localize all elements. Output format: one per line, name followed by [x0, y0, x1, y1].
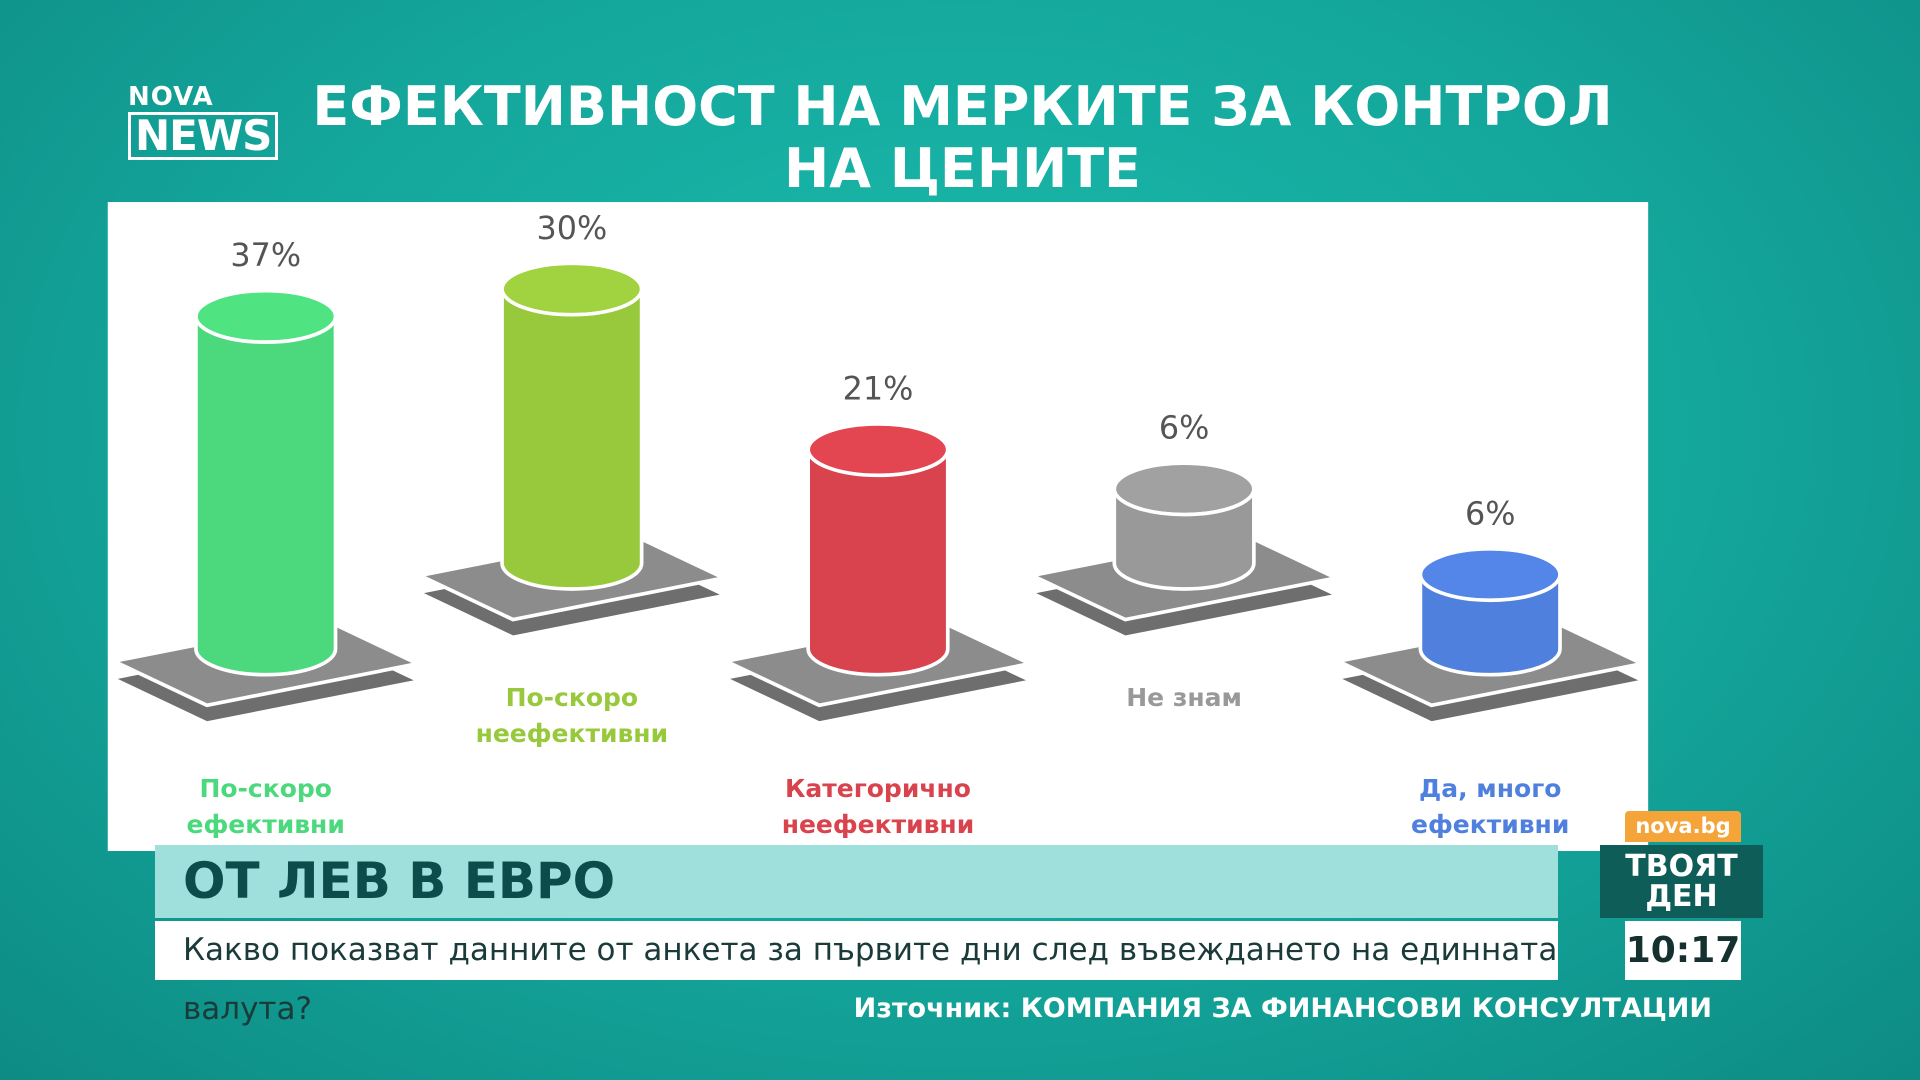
category-label: По-скоро неефективни: [475, 682, 669, 748]
bar-top: [194, 288, 338, 344]
bar-top: [806, 422, 950, 478]
value-label: 37%: [230, 236, 301, 274]
logo: NOVA NEWS: [128, 82, 279, 160]
source: Източник: КОМПАНИЯ ЗА ФИНАНСОВИ КОНСУЛТА…: [853, 993, 1712, 1024]
subline: Какво показват данните от анкета за първ…: [155, 921, 1558, 1027]
value-label: 30%: [536, 209, 607, 247]
show-name: ТВОЯТ ДЕН: [1600, 845, 1763, 918]
category-label: По-скоро ефективни: [186, 774, 345, 840]
clock: 10:17: [1625, 921, 1741, 980]
bar: [1418, 572, 1562, 677]
bar-top: [500, 261, 644, 317]
logo-bottom: NEWS: [128, 112, 279, 160]
site-tag: nova.bg: [1625, 811, 1741, 842]
bar: [194, 314, 338, 677]
value-label: 6%: [1159, 409, 1210, 447]
value-label: 21%: [843, 369, 914, 407]
bar: [500, 287, 644, 591]
bar-top: [1418, 546, 1562, 603]
logo-top: NOVA: [128, 82, 214, 112]
headline: ОТ ЛЕВ В ЕВРО: [155, 845, 1558, 918]
bar-top: [1112, 461, 1256, 517]
category-label: Категорично неефективни: [781, 774, 975, 840]
chart-title: ЕФЕКТИВНОСТ НА МЕРКИТЕ ЗА КОНТРОЛ НА ЦЕН…: [312, 75, 1613, 200]
bar: [1112, 486, 1256, 591]
bar: [806, 447, 950, 677]
category-label: Да, много ефективни: [1411, 774, 1570, 840]
category-label: Не знам: [1126, 682, 1242, 712]
value-label: 6%: [1465, 494, 1516, 532]
